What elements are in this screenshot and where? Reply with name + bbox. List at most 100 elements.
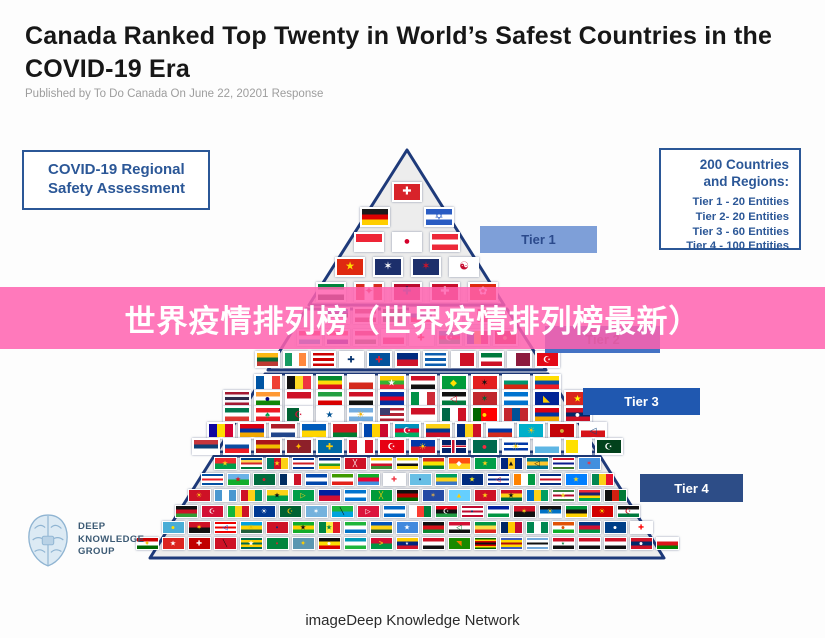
tier1-label: Tier 1 [480,226,597,253]
flag-ir [315,390,344,407]
flag-row-tier4-4: ☪ ☀ ☪ ✶ ╲ ▷ ☪ ▪ ✶ ☀ ☀ ☪ [0,505,814,518]
flag-vu: > [369,537,393,550]
legend-tier2: Tier 2- 20 Entities [695,210,789,223]
flag-mm: ★ [377,374,406,391]
flag-ug: ● [317,537,341,550]
flag-ni [382,505,406,518]
flag-ar: ☀ [346,406,375,423]
flag-mn [501,406,530,423]
flag-ge: ✚ [629,521,653,534]
tier3-label: Tier 3 [583,388,700,415]
flag-kn: ★ [473,457,497,470]
flag-mz [564,505,588,518]
logo-line-2: KNOWLEDGE [78,533,145,545]
flag-uz [343,537,367,550]
flag-km [369,457,393,470]
flag-my [310,351,336,368]
flag-sg [354,232,384,252]
flag-is: ✚ [366,351,392,368]
flag-ht [317,489,341,502]
flag-rw: ☀ [239,521,263,534]
assessment-label-box: COVID-19 Regional Safety Assessment [22,150,210,210]
flag-gq [330,473,354,486]
flag-zm: ◥ [447,537,471,550]
flag-bw [525,537,549,550]
flag-be [284,374,313,391]
flag-es [253,438,282,455]
flag-ba: ◣ [532,390,561,407]
flag-ly: ☪ [434,505,458,518]
legend-title: 200 Countries and Regions: [699,157,789,189]
dkg-logo: DEEP KNOWLEDGE GROUP [25,511,144,569]
flag-rs [191,438,220,455]
flag-tv: ✦ [291,537,315,550]
flag-am [532,406,561,423]
flag-bh [450,351,476,368]
flag-sk [222,438,251,455]
flag-in: ● [253,390,282,407]
flag-kw [478,351,504,368]
flag-bg [501,374,530,391]
flag-st: ★ [291,521,315,534]
flag-cr [538,473,562,486]
overlay-banner: 世界疫情排列榜（世界疫情排列榜最新） [0,287,825,349]
flag-fm: ✶ [304,505,328,518]
flag-cf [317,457,341,470]
flag-vc [525,489,549,502]
flag-al: ✶ [470,374,499,391]
flag-sm [532,438,561,455]
flag-ss [421,521,445,534]
flag-bt: ◆ [447,457,471,470]
brain-icon [28,514,68,567]
flag-mw [174,505,198,518]
overlay-banner-text: 世界疫情排列榜（世界疫情排列榜最新） [124,303,701,339]
flag-bz: ● [603,521,627,534]
flag-ml [226,505,250,518]
flag-sc [239,457,263,470]
flag-mu [577,489,601,502]
flag-la: ● [629,537,653,550]
flag-iq [577,537,601,550]
flag-pk: ☪ [594,438,623,455]
flag-bj [590,473,614,486]
flag-bd: ● [470,438,499,455]
flag-uy: ☀ [501,438,530,455]
flag-sz [499,537,523,550]
flag-cm: ★ [265,457,289,470]
flag-sn: ★ [317,521,341,534]
flag-li [394,351,420,368]
flag-cd: ★ [564,473,588,486]
flag-er [356,473,380,486]
flag-nl [269,422,297,439]
flag-gt [213,489,237,502]
flag-bs: ◁ [525,457,549,470]
flag-mx [439,406,468,423]
flag-pw: ● [161,521,185,534]
flag-kr: ☯ [449,257,479,277]
flag-jp: ● [392,232,422,252]
flag-th [222,390,251,407]
flag-br: ◆ [439,374,468,391]
flag-zw [473,537,497,550]
flag-ru [486,422,514,439]
flag-ga [434,473,458,486]
flag-pa: ★ [315,406,344,423]
flag-np: ▷ [356,505,380,518]
flag-ma: ✶ [470,390,499,407]
flag-cg [473,521,497,534]
flag-eg [408,374,437,391]
flag-pg: ✶ [187,521,211,534]
flag-aw: ✶ [577,457,601,470]
flag-af [603,489,627,502]
flag-td [499,521,523,534]
flag-ec [532,374,561,391]
flag-am [238,422,266,439]
flag-eg [603,537,627,550]
flag-ve: ⋆ [395,537,419,550]
assessment-line-1: COVID-19 Regional [48,161,185,179]
flag-md [362,422,390,439]
flag-ph: ☀ [408,438,437,455]
flag-se: ✚ [315,438,344,455]
flag-sv [304,473,328,486]
flag-row-tier4-2: ★ ● ✚ ▪ ★ ◁ ★ [0,473,814,486]
